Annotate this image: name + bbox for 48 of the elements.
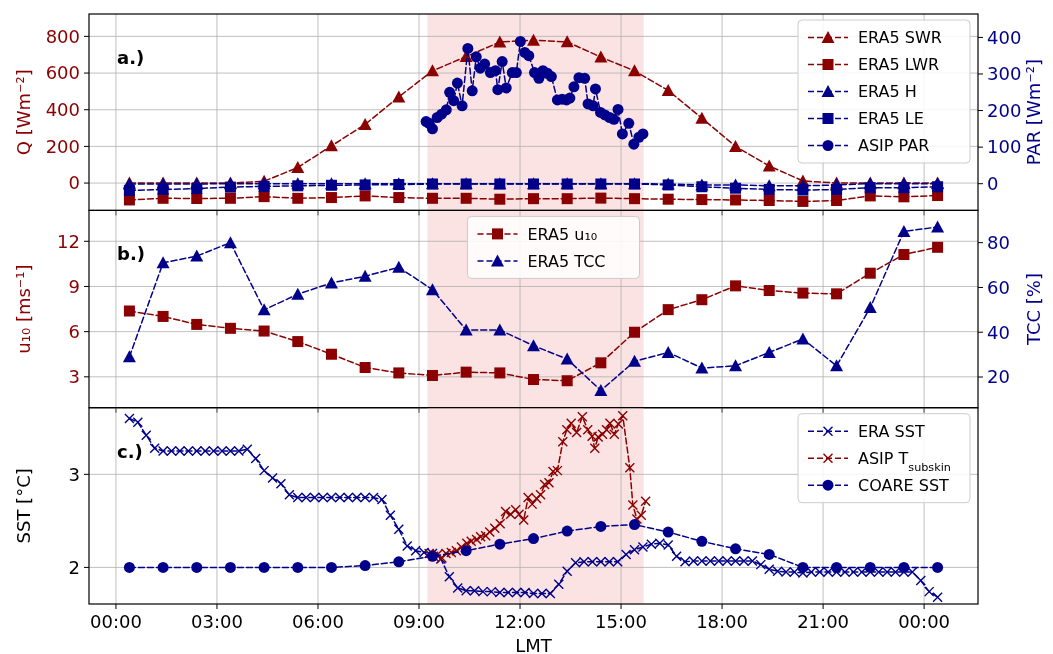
- y-axis-title: Q [Wm⁻²]: [13, 69, 34, 156]
- x-tick-label: 03:00: [191, 611, 243, 632]
- y-tick-label: 3: [68, 366, 80, 388]
- y2-tick-label: 40: [987, 321, 1010, 343]
- legend-label: ERA5 TCC: [527, 251, 606, 271]
- x-tick-label: 18:00: [696, 611, 749, 632]
- y2-tick-label: 60: [987, 276, 1010, 298]
- legend-label: ERA SST: [858, 421, 925, 441]
- annotation: a.): [117, 47, 145, 68]
- y-tick-label: 3: [68, 463, 80, 485]
- y2-tick-label: 100: [987, 136, 1022, 158]
- legend-label: ERA5 LWR: [858, 55, 940, 75]
- x-tick-label: 00:00: [898, 611, 951, 632]
- y-tick-label: 12: [57, 230, 80, 252]
- y-tick-label: 6: [68, 320, 80, 342]
- y2-tick-label: 0: [987, 173, 999, 194]
- legend-label: ERA5 LE: [858, 109, 924, 129]
- legend-label: ASIP T$_{subskin}$: [858, 448, 951, 474]
- x-tick-label: 00:00: [90, 611, 142, 632]
- annotation: c.): [117, 440, 143, 462]
- legend-label: COARE SST: [858, 475, 950, 495]
- y-tick-label: 2: [68, 556, 80, 578]
- x-tick-label: 09:00: [393, 611, 445, 632]
- y2-tick-label: 300: [987, 63, 1022, 85]
- y-tick-label: 0: [68, 172, 80, 194]
- x-tick-label: 06:00: [292, 611, 344, 632]
- y2-tick-label: 200: [987, 99, 1022, 121]
- x-axis-title: LMT: [515, 635, 553, 654]
- legend-label: ERA5 H: [858, 82, 917, 102]
- y-axis-title: SST [°C]: [13, 468, 34, 544]
- legend-label: ASIP PAR: [858, 136, 930, 156]
- x-tick-label: 21:00: [797, 611, 850, 632]
- y-tick-label: 600: [45, 62, 80, 84]
- y-tick-label: 200: [45, 135, 80, 157]
- y2-axis-title: PAR [Wm⁻²]: [1023, 59, 1044, 166]
- y-axis-title: u₁₀ [ms⁻¹]: [13, 264, 34, 354]
- y2-tick-label: 20: [987, 366, 1010, 388]
- legend-label: ERA5 SWR: [858, 28, 942, 48]
- y-tick-label: 400: [45, 99, 80, 121]
- x-tick-label: 15:00: [595, 611, 647, 632]
- y-tick-label: 800: [45, 25, 80, 47]
- x-tick-label: 12:00: [494, 611, 546, 632]
- y2-tick-label: 400: [987, 26, 1022, 48]
- y2-axis-title: TCC [%]: [1023, 273, 1044, 347]
- y2-tick-label: 80: [987, 231, 1010, 253]
- legend-label: ERA5 u₁₀: [527, 224, 598, 244]
- y-tick-label: 9: [68, 275, 80, 297]
- annotation: b.): [117, 243, 145, 265]
